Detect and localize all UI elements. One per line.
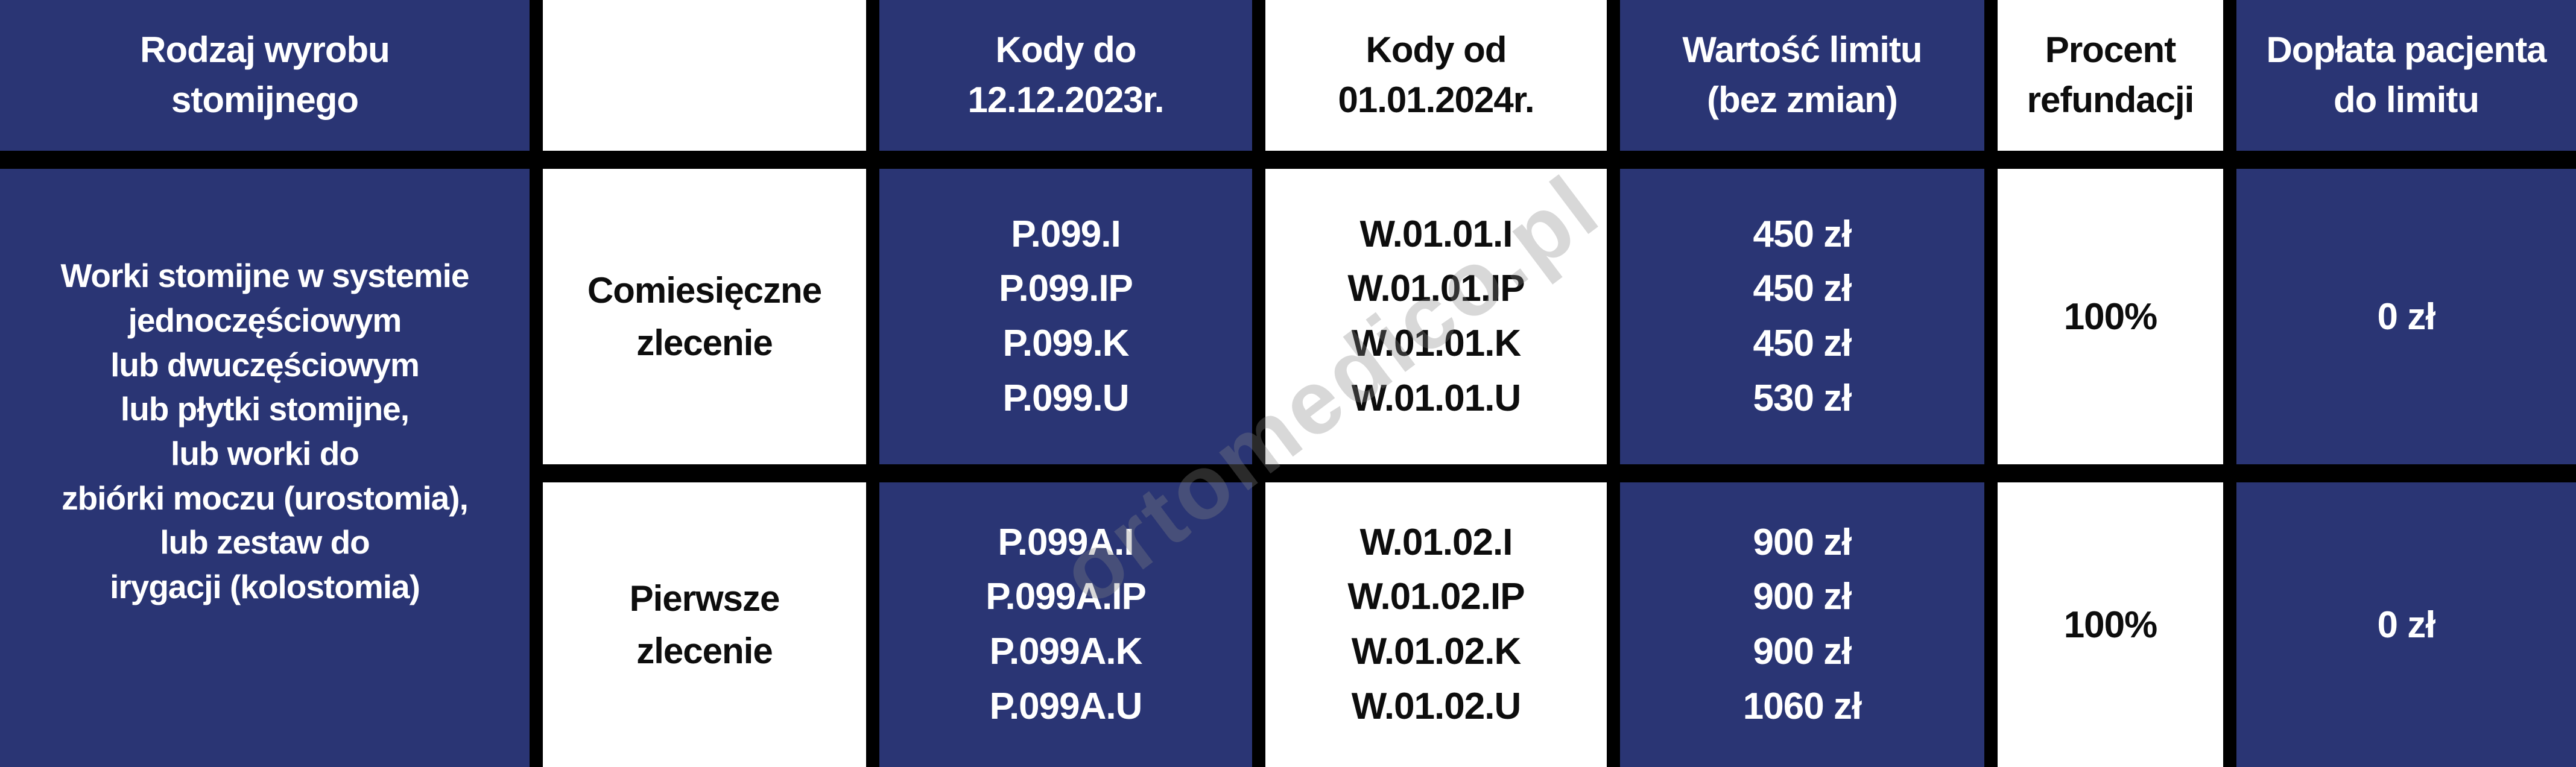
cell-refund-percent-row2: 100%: [1998, 482, 2223, 767]
cell-codes-from-row1: W.01.01.I W.01.01.IP W.01.01.K W.01.01.U: [1265, 169, 1607, 464]
header-product-type: Rodzaj wyrobu stomijnego: [0, 0, 530, 151]
cell-codes-until-row2: P.099A.I P.099A.IP P.099A.K P.099A.U: [879, 482, 1252, 767]
cell-limit-values-row2: 900 zł 900 zł 900 zł 1060 zł: [1620, 482, 1984, 767]
header-codes-until: Kody do 12.12.2023r.: [879, 0, 1252, 151]
cell-order-type-row2: Pierwsze zlecenie: [543, 482, 866, 767]
header-refund-percent: Procent refundacji: [1998, 0, 2223, 151]
cell-product-description: Worki stomijne w systemie jednoczęściowy…: [0, 169, 530, 767]
header-order-type-empty: [543, 0, 866, 151]
cell-limit-values-row1: 450 zł 450 zł 450 zł 530 zł: [1620, 169, 1984, 464]
cell-patient-surcharge-row2: 0 zł: [2236, 482, 2576, 767]
header-limit-value: Wartość limitu (bez zmian): [1620, 0, 1984, 151]
cell-refund-percent-row1: 100%: [1998, 169, 2223, 464]
header-patient-surcharge: Dopłata pacjenta do limitu: [2236, 0, 2576, 151]
cell-codes-from-row2: W.01.02.I W.01.02.IP W.01.02.K W.01.02.U: [1265, 482, 1607, 767]
header-codes-from: Kody od 01.01.2024r.: [1265, 0, 1607, 151]
cell-order-type-row1: Comiesięczne zlecenie: [543, 169, 866, 464]
cell-patient-surcharge-row1: 0 zł: [2236, 169, 2576, 464]
cell-codes-until-row1: P.099.I P.099.IP P.099.K P.099.U: [879, 169, 1252, 464]
